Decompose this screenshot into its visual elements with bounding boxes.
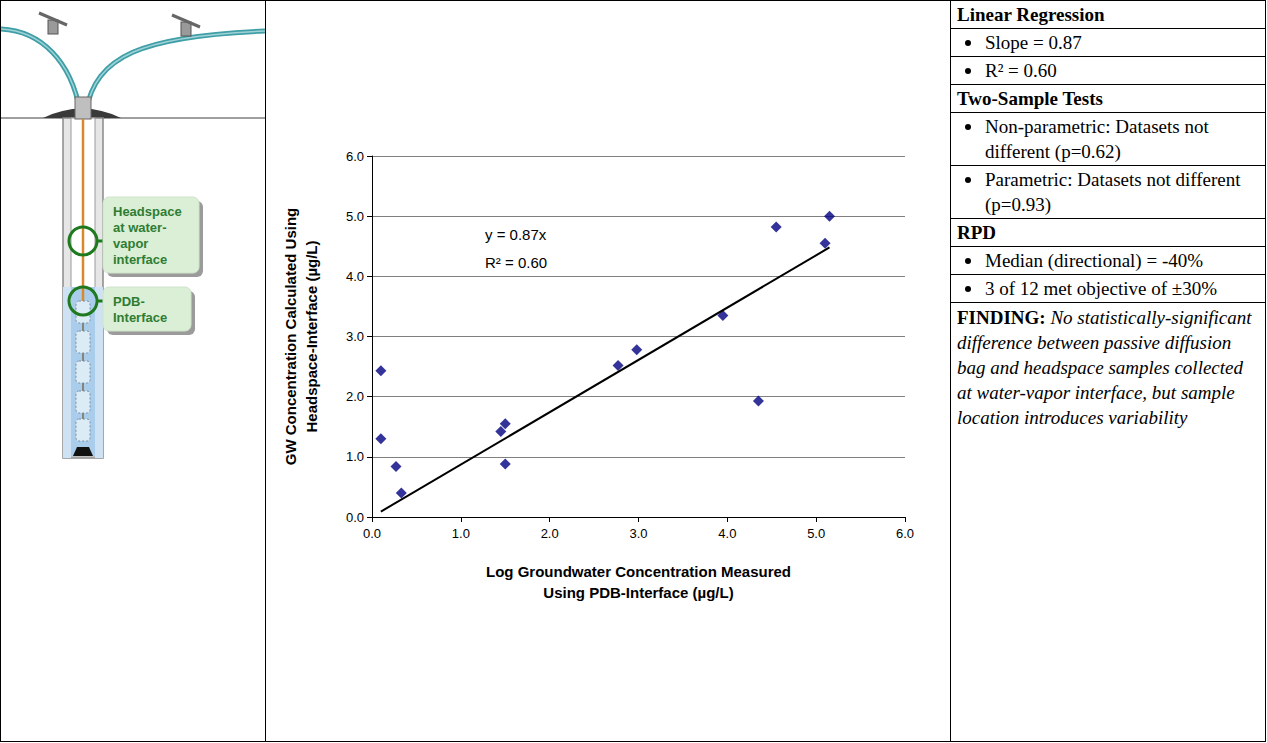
html-text:RPD: RPD xyxy=(957,222,997,243)
svg-text:1.0: 1.0 xyxy=(452,526,470,541)
svg-text:4.0: 4.0 xyxy=(718,526,736,541)
html-text:Linear Regression: Linear Regression xyxy=(957,4,1105,25)
svg-text:3.0: 3.0 xyxy=(629,526,647,541)
svg-text:6.0: 6.0 xyxy=(346,149,364,164)
html-text:Slope = 0.87: Slope = 0.87 xyxy=(985,32,1082,53)
svg-text:GW Concentration Calculated Us: GW Concentration Calculated Using xyxy=(282,208,299,466)
svg-text:0.0: 0.0 xyxy=(346,510,364,525)
svg-text:Headspaceat water-vaporinterfa: Headspaceat water-vaporinterface xyxy=(113,204,182,267)
svg-text:Using PDB-Interface (µg/L): Using PDB-Interface (µg/L) xyxy=(543,584,733,601)
html-text:Two-Sample Tests: Two-Sample Tests xyxy=(957,88,1103,109)
html-text:FINDING: No statistically-sign: FINDING: No statistically-significant di… xyxy=(957,307,1252,428)
html-text:Median (directional) = -40%: Median (directional) = -40% xyxy=(985,250,1204,271)
svg-text:2.0: 2.0 xyxy=(541,526,559,541)
html-text:Parametric: Datasets not diffe: Parametric: Datasets not different (p=0.… xyxy=(985,169,1241,215)
svg-text:1.0: 1.0 xyxy=(346,449,364,464)
svg-text:PDB-Interface: PDB-Interface xyxy=(113,294,167,325)
html-text:Non-parametric: Datasets not d: Non-parametric: Datasets not different (… xyxy=(985,116,1209,162)
svg-text:3.0: 3.0 xyxy=(346,329,364,344)
svg-text:6.0: 6.0 xyxy=(896,526,914,541)
svg-text:R² = 0.60: R² = 0.60 xyxy=(485,254,547,271)
svg-text:Log Groundwater Concentration: Log Groundwater Concentration Measured xyxy=(486,563,791,580)
svg-text:0.0: 0.0 xyxy=(363,526,381,541)
svg-text:y = 0.87x: y = 0.87x xyxy=(485,226,547,243)
svg-text:5.0: 5.0 xyxy=(346,209,364,224)
svg-text:Headspace-Interface (µg/L): Headspace-Interface (µg/L) xyxy=(303,240,320,432)
svg-text:5.0: 5.0 xyxy=(807,526,825,541)
html-text:R² = 0.60: R² = 0.60 xyxy=(985,60,1057,81)
svg-text:4.0: 4.0 xyxy=(346,269,364,284)
html-text:3 of 12 met objective of ±30%: 3 of 12 met objective of ±30% xyxy=(985,278,1217,299)
svg-text:2.0: 2.0 xyxy=(346,389,364,404)
